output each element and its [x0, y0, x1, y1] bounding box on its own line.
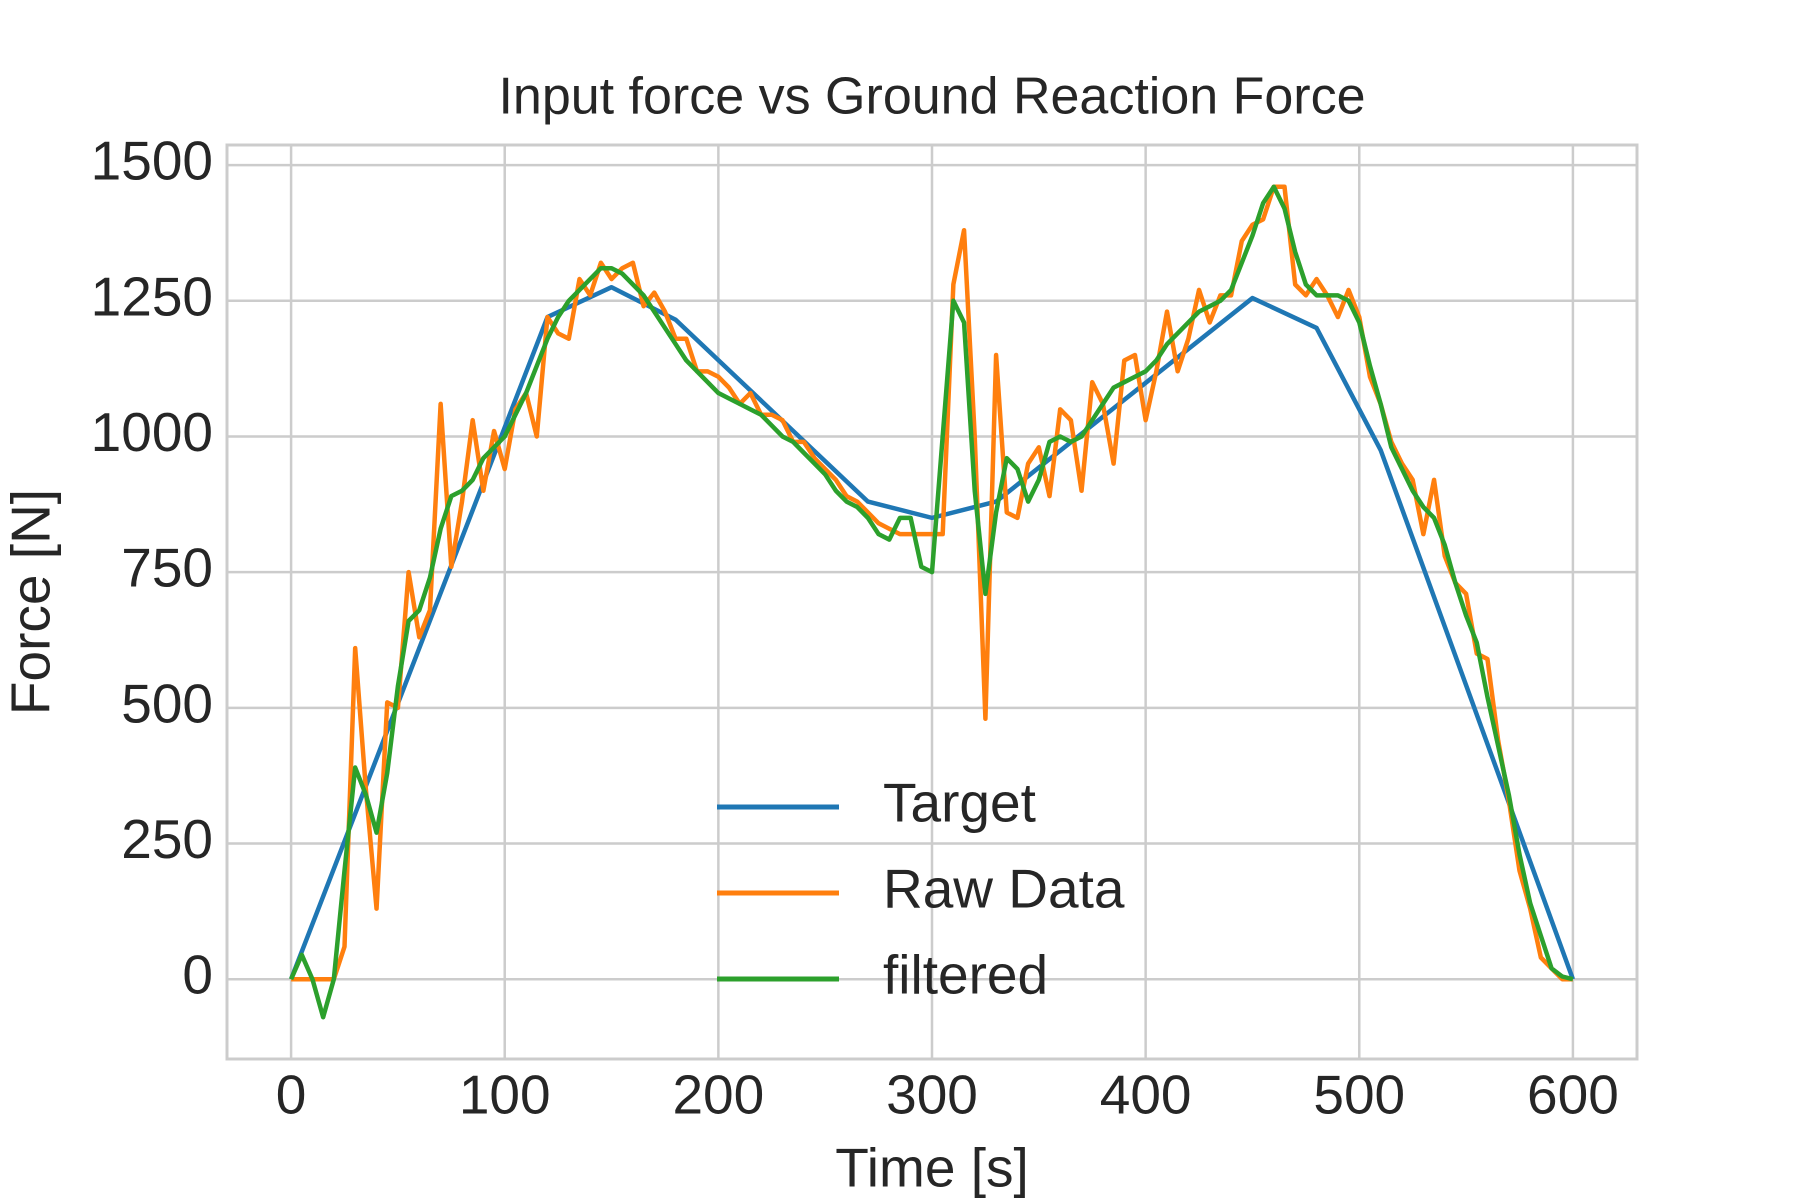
legend-label: Raw Data [883, 858, 1125, 920]
y-tick-label: 500 [121, 672, 213, 734]
x-tick-label: 400 [1100, 1064, 1192, 1126]
x-axis-label: Time [s] [835, 1137, 1029, 1199]
y-tick-label: 0 [182, 944, 213, 1006]
series-line [289, 184, 1574, 1020]
legend-label: Target [883, 772, 1036, 834]
x-tick-label: 200 [672, 1064, 764, 1126]
y-tick-label: 750 [121, 537, 213, 599]
y-tick-label: 1500 [91, 130, 213, 192]
y-tick-label: 1000 [91, 401, 213, 463]
x-tick-label: 100 [459, 1064, 551, 1126]
x-tick-label: 500 [1313, 1064, 1405, 1126]
x-tick-label: 300 [886, 1064, 978, 1126]
legend-label: filtered [883, 944, 1048, 1006]
x-tick-label: 600 [1527, 1064, 1619, 1126]
plot-frame [225, 143, 1639, 1061]
y-tick-label: 250 [121, 808, 213, 870]
y-axis-label: Force [N] [0, 489, 62, 715]
series-line [291, 184, 1573, 982]
x-tick-label: 0 [276, 1064, 307, 1126]
y-tick-label: 1250 [91, 265, 213, 327]
chart-title: Input force vs Ground Reaction Force [498, 68, 1365, 126]
